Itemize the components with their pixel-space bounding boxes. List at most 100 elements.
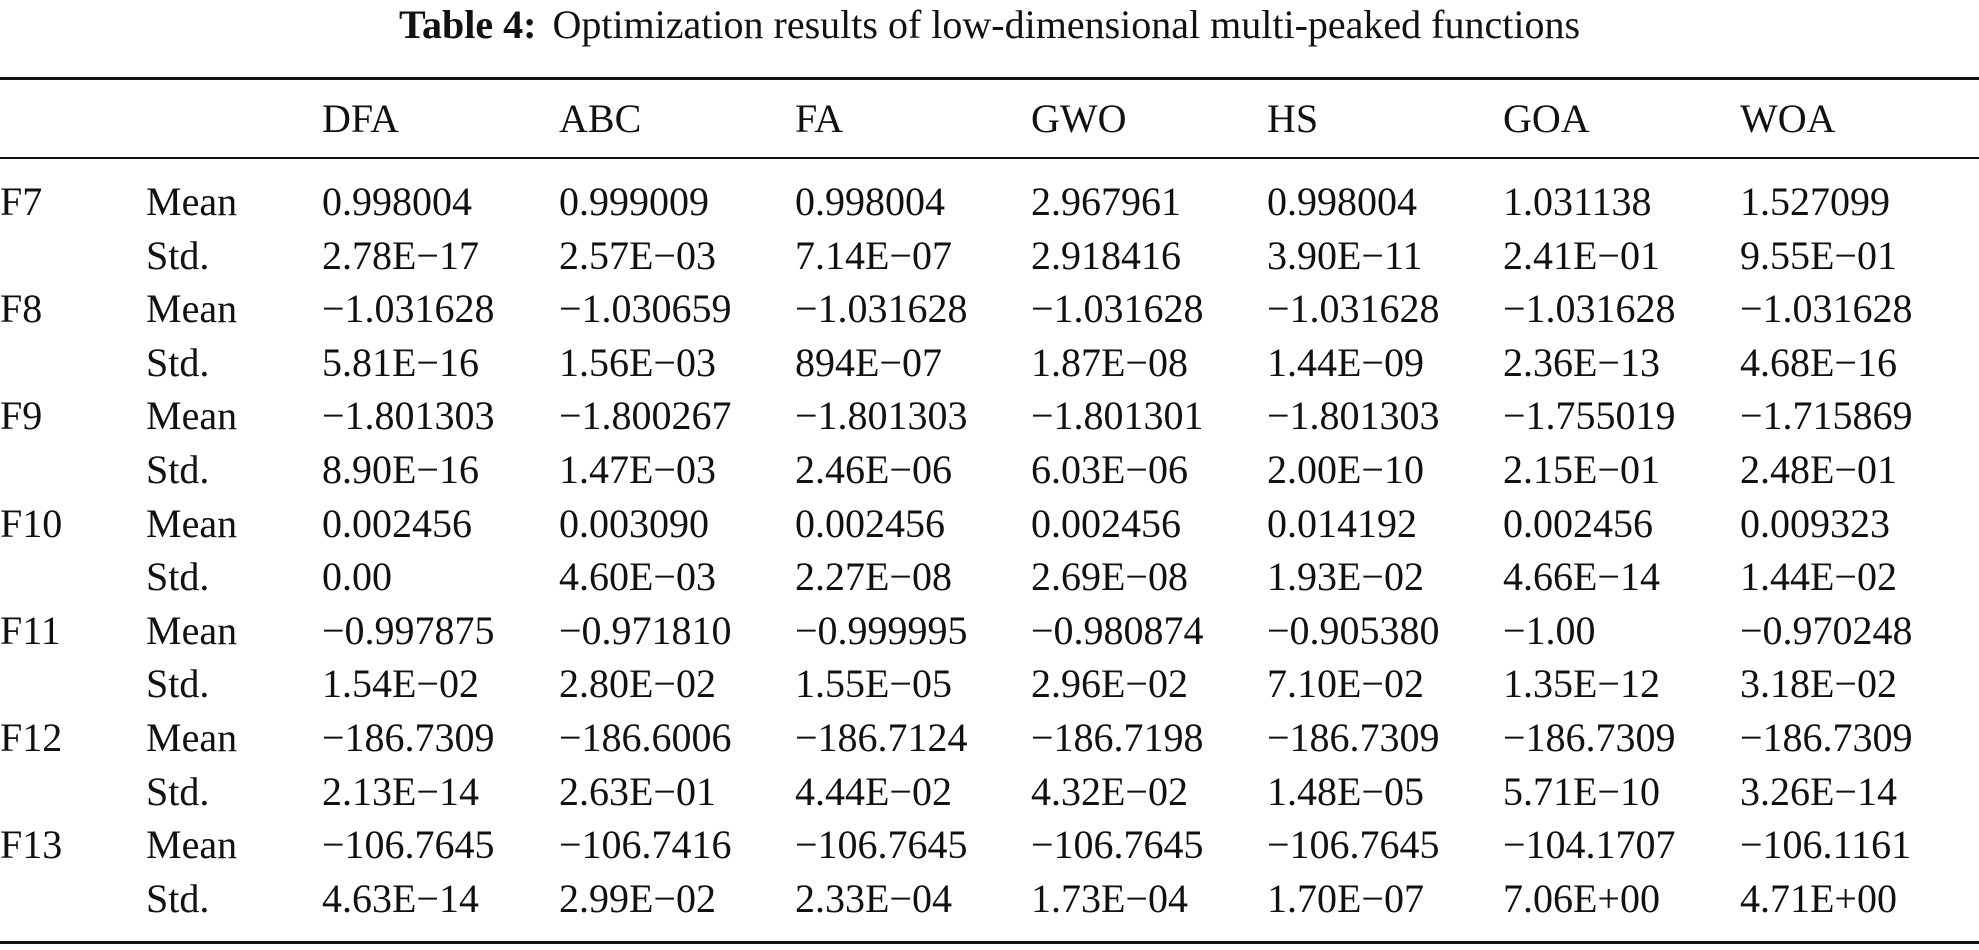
statistic-label: Std. bbox=[146, 875, 210, 921]
value-cell: 1.48E−05 bbox=[1267, 768, 1424, 814]
table-row: Std. 1.54E−02 2.80E−02 1.55E−05 2.96E−02 7.10… bbox=[0, 657, 1979, 711]
value-cell: 0.003090 bbox=[559, 500, 709, 546]
bottom-rule bbox=[0, 941, 1979, 944]
value-cell: −1.800267 bbox=[559, 393, 732, 439]
caption-text: Optimization results of low-dimensional … bbox=[552, 2, 1581, 47]
table-row: F13 Mean −106.7645 −106.7416 −106.7645 −106.7… bbox=[0, 818, 1979, 872]
value-cell: 7.10E−02 bbox=[1267, 661, 1424, 707]
statistic-label: Mean bbox=[146, 500, 238, 546]
value-cell: −1.031628 bbox=[322, 286, 495, 332]
value-cell: 2.33E−04 bbox=[795, 875, 952, 921]
value-cell: −106.7416 bbox=[559, 822, 732, 868]
value-cell: 8.90E−16 bbox=[322, 446, 479, 492]
value-cell: 1.527099 bbox=[1740, 179, 1890, 224]
value-cell: 2.80E−02 bbox=[559, 661, 716, 707]
statistic-label: Std. bbox=[146, 661, 210, 707]
column-header: GWO bbox=[1031, 96, 1127, 141]
value-cell: 2.41E−01 bbox=[1503, 232, 1660, 278]
value-cell: −1.031628 bbox=[1740, 286, 1913, 332]
table-row: Std. 5.81E−16 1.56E−03 894E−07 1.87E−08 1.44E… bbox=[0, 336, 1979, 390]
value-cell: −186.7309 bbox=[1267, 714, 1440, 760]
value-cell: 0.002456 bbox=[795, 500, 945, 546]
statistic-label: Mean bbox=[146, 286, 238, 332]
value-cell: 1.56E−03 bbox=[559, 339, 716, 385]
value-cell: −186.7309 bbox=[1740, 714, 1913, 760]
value-cell: −0.971810 bbox=[559, 607, 732, 653]
column-header: DFA bbox=[322, 96, 400, 141]
value-cell: −1.755019 bbox=[1503, 393, 1676, 439]
value-cell: 0.998004 bbox=[795, 179, 945, 224]
function-name: F8 bbox=[0, 286, 43, 332]
table-row: F7 Mean 0.998004 0.999009 0.998004 2.967961 0.… bbox=[0, 175, 1979, 229]
table-row: F12 Mean −186.7309 −186.6006 −186.7124 −186.7… bbox=[0, 711, 1979, 765]
function-name: F13 bbox=[0, 822, 63, 868]
statistic-label: Mean bbox=[146, 714, 238, 760]
value-cell: 2.918416 bbox=[1031, 232, 1181, 278]
value-cell: 2.48E−01 bbox=[1740, 446, 1897, 492]
value-cell: −1.031628 bbox=[795, 286, 968, 332]
value-cell: 1.44E−09 bbox=[1267, 339, 1424, 385]
value-cell: −1.00 bbox=[1503, 607, 1596, 653]
value-cell: 7.06E+00 bbox=[1503, 875, 1660, 921]
value-cell: 0.00 bbox=[322, 554, 392, 600]
function-name bbox=[0, 765, 146, 819]
column-header: GOA bbox=[1503, 96, 1590, 141]
statistic-label: Mean bbox=[146, 179, 238, 224]
value-cell: 2.13E−14 bbox=[322, 768, 479, 814]
value-cell: −1.801301 bbox=[1031, 393, 1204, 439]
statistic-label: Std. bbox=[146, 768, 210, 814]
function-name: F12 bbox=[0, 714, 63, 760]
value-cell: 1.54E−02 bbox=[322, 661, 479, 707]
value-cell: −106.7645 bbox=[322, 822, 495, 868]
caption-label: Table 4: bbox=[398, 2, 537, 47]
statistic-label: Mean bbox=[146, 393, 238, 439]
value-cell: 894E−07 bbox=[795, 339, 942, 385]
value-cell: −0.997875 bbox=[322, 607, 495, 653]
value-cell: 0.009323 bbox=[1740, 500, 1890, 546]
value-cell: −186.7198 bbox=[1031, 714, 1204, 760]
column-header: WOA bbox=[1740, 96, 1836, 141]
value-cell: 4.68E−16 bbox=[1740, 339, 1897, 385]
value-cell: 0.999009 bbox=[559, 179, 709, 224]
value-cell: −1.801303 bbox=[1267, 393, 1440, 439]
column-header: HS bbox=[1267, 96, 1319, 141]
results-table: F7 Mean 0.998004 0.999009 0.998004 2.967961 0.… bbox=[0, 175, 1979, 925]
value-cell: 1.87E−08 bbox=[1031, 339, 1188, 385]
value-cell: 1.47E−03 bbox=[559, 446, 716, 492]
value-cell: 2.967961 bbox=[1031, 179, 1181, 224]
value-cell: 3.90E−11 bbox=[1267, 232, 1423, 278]
value-cell: −1.801303 bbox=[322, 393, 495, 439]
value-cell: 4.66E−14 bbox=[1503, 554, 1660, 600]
table-row: Std. 2.78E−17 2.57E−03 7.14E−07 2.918416 3.90… bbox=[0, 229, 1979, 283]
function-name bbox=[0, 872, 146, 926]
value-cell: −1.031628 bbox=[1503, 286, 1676, 332]
function-name: F7 bbox=[0, 179, 43, 224]
statistic-label: Mean bbox=[146, 607, 238, 653]
value-cell: −104.1707 bbox=[1503, 822, 1676, 868]
value-cell: −186.7309 bbox=[322, 714, 495, 760]
value-cell: 2.15E−01 bbox=[1503, 446, 1660, 492]
function-name bbox=[0, 443, 146, 497]
value-cell: 4.44E−02 bbox=[795, 768, 952, 814]
value-cell: 0.002456 bbox=[1031, 500, 1181, 546]
value-cell: −186.6006 bbox=[559, 714, 732, 760]
value-cell: 0.998004 bbox=[322, 179, 472, 224]
header-rule bbox=[0, 157, 1979, 159]
value-cell: 3.26E−14 bbox=[1740, 768, 1897, 814]
header-empty-stat bbox=[146, 80, 322, 157]
value-cell: −0.980874 bbox=[1031, 607, 1204, 653]
value-cell: −1.715869 bbox=[1740, 393, 1913, 439]
function-name bbox=[0, 336, 146, 390]
value-cell: 2.00E−10 bbox=[1267, 446, 1424, 492]
value-cell: 0.014192 bbox=[1267, 500, 1417, 546]
value-cell: 4.63E−14 bbox=[322, 875, 479, 921]
table-row: F8 Mean −1.031628 −1.030659 −1.031628 −1.0316… bbox=[0, 282, 1979, 336]
header-row: DFA ABC FA GWO HS GOA WOA bbox=[0, 80, 1979, 157]
value-cell: 2.99E−02 bbox=[559, 875, 716, 921]
value-cell: −0.905380 bbox=[1267, 607, 1440, 653]
value-cell: 4.60E−03 bbox=[559, 554, 716, 600]
value-cell: 2.78E−17 bbox=[322, 232, 479, 278]
value-cell: 0.002456 bbox=[322, 500, 472, 546]
value-cell: 4.32E−02 bbox=[1031, 768, 1188, 814]
value-cell: 2.36E−13 bbox=[1503, 339, 1660, 385]
